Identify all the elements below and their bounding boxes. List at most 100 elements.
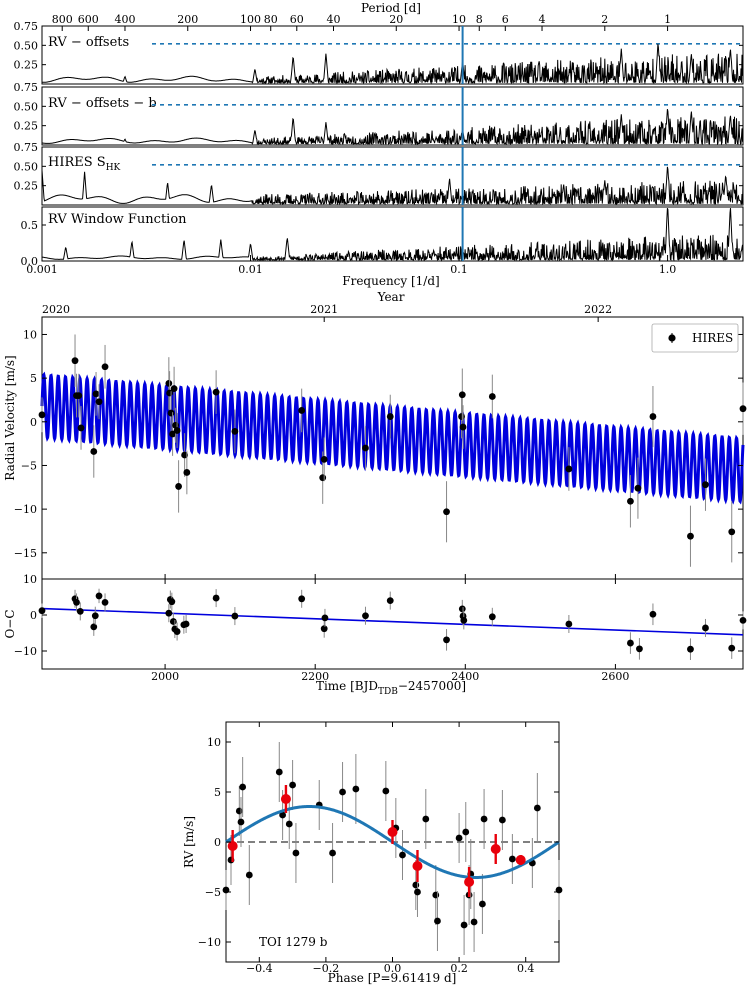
rv-point [175,483,182,490]
binned-point [387,827,398,837]
legend-box [651,323,739,353]
period-tick-label: 10 [452,13,466,26]
residual-point [627,639,634,647]
panel-title-subscript: HK [106,163,121,173]
periodogram-curve [41,207,744,262]
rv-point [212,388,220,396]
residual-point [38,607,46,615]
y-tick-label: 0 [214,836,221,849]
period-tick-label: 60 [290,13,304,26]
y-tick-label: 0.50 [14,100,39,113]
residual-point [95,592,103,600]
period-tick-label: 800 [52,13,73,26]
phase-point [479,900,486,908]
phase-point [292,849,300,857]
panel-title: HIRES SHK [48,155,121,173]
y-tick-label: 0.75 [14,81,39,94]
panel-frame [41,25,744,85]
y-tick-label: 5 [30,372,37,385]
residual-point [168,598,176,606]
periodogram-panel-rv-offsets-b: RV − offsets − b 0.75 0.50 0.25 [14,81,744,146]
time-axis-label: Time [BJDTDB−2457000] [316,679,466,697]
period-tick-label: 2 [601,13,608,26]
phase-point [508,855,516,863]
residual-point [636,645,643,653]
frequency-tick-label: 0.001 [26,263,58,276]
rv-point [739,405,747,413]
residuals-chart: 10 0 −10 2000 2200 2400 2600 O−C Time [BJDTDB… [3,573,747,697]
residual-point [687,645,694,653]
phase-point [480,815,488,823]
period-axis-label: Period [d] [361,1,421,15]
rv-point [443,508,450,516]
residual-point [320,625,328,633]
periodogram-curve [42,43,744,85]
legend: HIRES [651,323,739,353]
year-tick-label: 2022 [584,303,612,316]
period-tick-label: 1 [664,13,671,26]
y-tick-label: −5 [205,886,221,899]
phase-point [239,783,247,791]
y-tick-label: 0.75 [14,20,39,33]
period-tick-label: 200 [177,13,198,26]
phase-point [329,849,336,857]
binned-data-points [227,785,526,897]
periodogram-panel-window-function: RV Window Function 0.5 0.0 [21,206,744,268]
periodogram-stack: Period [d] 800 600 400 200 100 80 60 40 20 10 8 6 4 2… [14,1,744,288]
period-tick-label: 40 [327,13,341,26]
binned-point [280,794,291,804]
rv-point [634,484,642,492]
binned-point [412,861,423,871]
phase-point [352,785,360,793]
phase-point [235,807,243,815]
periodogram-curve [41,108,744,146]
rv-point [687,532,694,540]
residual-point [386,597,394,604]
phase-point [533,804,541,812]
model-curve [40,371,745,505]
rv-point [231,428,239,435]
rv-point [95,398,103,406]
rv-point [165,379,173,387]
rv-point [38,411,46,419]
rv-point [170,385,178,393]
period-tick-label: 400 [114,13,135,26]
y-tick-label: 0.50 [14,39,39,52]
x-tick-label: 2200 [301,670,329,683]
year-axis-label: Year [377,290,405,304]
frequency-tick-label: 0.1 [450,263,468,276]
phase-folded-chart: 10 5 0 −5 −10 −0.4 −0.2 0.0 0.2 0.4 TOI 1279 b R… [182,721,563,985]
rv-point [458,413,465,420]
residual-point [91,612,99,620]
y-tick-label: −5 [21,459,37,472]
residual-point [182,620,190,628]
trend-line [41,607,744,636]
rv-point [627,497,634,505]
y-tick-label: 0.0 [21,255,39,268]
rv-point [728,528,736,536]
y-tick-label: 0.50 [14,160,39,173]
phase-point [432,891,440,899]
y-tick-label: −10 [14,645,37,658]
y-tick-label: −10 [14,503,37,516]
residual-point [212,594,220,602]
rv-y-ticks: 10 5 0 −5 −10 −15 [14,328,743,560]
phase-point [462,828,470,836]
residual-y-axis-label: O−C [3,609,17,638]
frequency-axis-ticks: 0.001 0.01 0.1 1.0 [26,255,676,276]
rv-point [167,409,175,417]
phase-x-axis-label: Phase [P=9.61419 d] [328,971,457,985]
x-tick-label: 0.0 [384,962,402,975]
residual-panel-frame [41,578,744,670]
binned-point [227,841,238,851]
rv-timeseries-chart: Year 2020 2021 2022 10 5 0 −5 −10 −15 Radial Ve… [3,290,747,580]
phase-point [399,851,406,859]
y-tick-label: 0.25 [14,120,39,133]
residual-point [298,595,306,603]
y-tick-label: −10 [198,936,221,949]
phase-point [279,811,287,819]
y-tick-label: 0.25 [14,59,39,72]
period-tick-label: 80 [264,13,278,26]
rv-point [488,393,496,400]
binned-point [490,844,501,854]
